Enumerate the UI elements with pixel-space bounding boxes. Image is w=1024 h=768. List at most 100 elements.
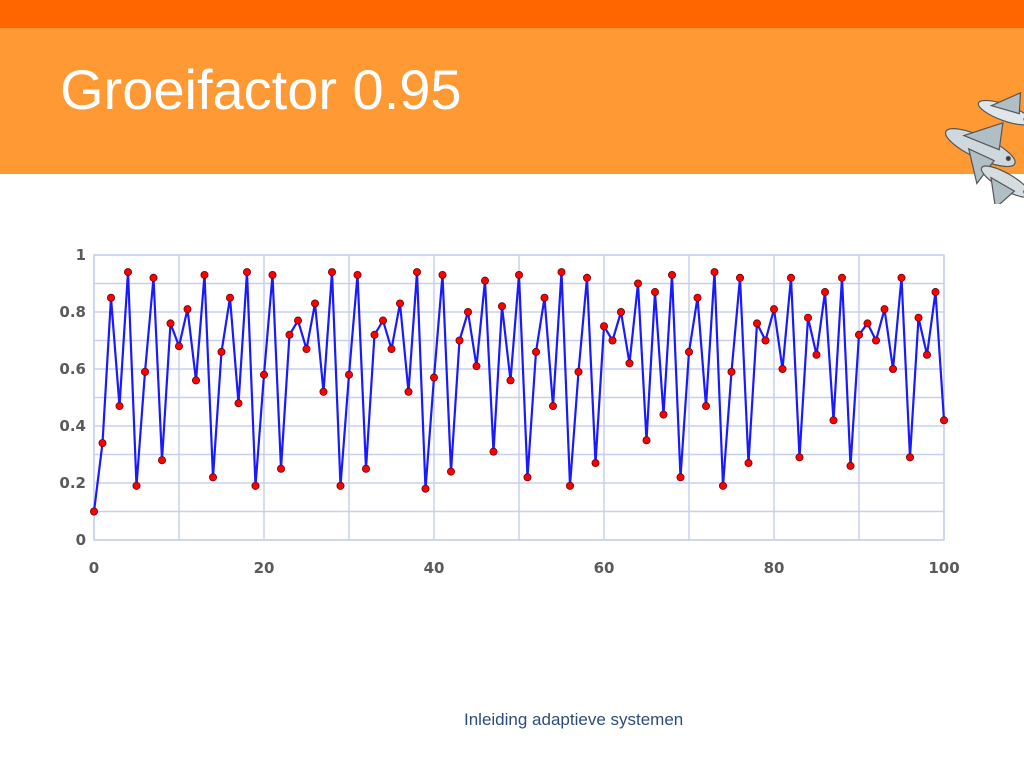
data-point <box>489 447 498 456</box>
data-point <box>302 345 311 354</box>
data-point <box>158 456 167 465</box>
data-point <box>412 268 421 277</box>
data-point <box>523 473 532 482</box>
data-point <box>736 273 745 282</box>
data-point <box>149 273 158 282</box>
data-point <box>795 453 804 462</box>
data-point <box>293 316 302 325</box>
data-point <box>778 364 787 373</box>
data-point <box>472 362 481 371</box>
data-point <box>455 336 464 345</box>
x-tick-label: 60 <box>594 559 615 577</box>
y-tick-label: 0.4 <box>59 417 86 435</box>
data-point <box>319 387 328 396</box>
data-point <box>540 293 549 302</box>
data-point <box>191 376 200 385</box>
data-point <box>574 367 583 376</box>
x-tick-label: 40 <box>424 559 445 577</box>
data-point <box>583 273 592 282</box>
data-point <box>480 276 489 285</box>
data-point <box>395 299 404 308</box>
data-point <box>906 453 915 462</box>
slide-footer: Inleiding adaptieve systemen <box>464 710 684 729</box>
data-point <box>863 319 872 328</box>
y-tick-label: 0.8 <box>59 303 86 321</box>
data-point <box>931 288 940 297</box>
data-point <box>276 464 285 473</box>
data-point <box>310 299 319 308</box>
flying-fish-logo-icon <box>944 91 1024 204</box>
data-point <box>923 350 932 359</box>
data-point <box>685 347 694 356</box>
data-point <box>336 481 345 490</box>
data-point <box>225 293 234 302</box>
data-point <box>889 364 898 373</box>
data-point <box>421 484 430 493</box>
data-point <box>353 270 362 279</box>
y-tick-label: 0.6 <box>59 360 86 378</box>
data-point <box>438 270 447 279</box>
data-point <box>361 464 370 473</box>
data-point <box>124 268 133 277</box>
data-point <box>344 370 353 379</box>
data-point <box>497 302 506 311</box>
data-point <box>940 416 949 425</box>
data-point <box>132 481 141 490</box>
data-point <box>659 410 668 419</box>
data-point <box>634 279 643 288</box>
data-point <box>668 270 677 279</box>
data-point <box>812 350 821 359</box>
data-point <box>268 270 277 279</box>
data-point <box>838 273 847 282</box>
data-point <box>600 322 609 331</box>
data-point <box>617 308 626 317</box>
data-point <box>217 347 226 356</box>
data-point <box>234 399 243 408</box>
data-point <box>166 319 175 328</box>
x-axis-ticks: 0 20 40 60 80 100 <box>89 559 960 577</box>
data-point <box>642 436 651 445</box>
data-point <box>259 370 268 379</box>
header-band <box>0 28 1024 174</box>
data-point <box>548 402 557 411</box>
data-point <box>702 402 711 411</box>
data-point <box>855 330 864 339</box>
x-tick-label: 80 <box>764 559 785 577</box>
data-point <box>557 268 566 277</box>
data-point <box>327 268 336 277</box>
data-point <box>531 347 540 356</box>
data-point <box>446 467 455 476</box>
data-point <box>378 316 387 325</box>
data-point <box>566 481 575 490</box>
data-point <box>251 481 260 490</box>
top-accent-bar <box>0 0 1024 28</box>
data-point <box>880 305 889 314</box>
slide-title: Groeifactor 0.95 <box>60 58 462 121</box>
data-point <box>98 439 107 448</box>
data-point <box>242 268 251 277</box>
data-point <box>897 273 906 282</box>
data-point <box>829 416 838 425</box>
data-point <box>744 459 753 468</box>
y-tick-label: 1 <box>76 246 86 264</box>
data-point <box>761 336 770 345</box>
y-axis-ticks: 0 0.2 0.4 0.6 0.8 1 <box>59 246 86 549</box>
data-point <box>651 288 660 297</box>
data-point <box>821 288 830 297</box>
data-point <box>591 459 600 468</box>
data-point <box>753 319 762 328</box>
data-point <box>710 268 719 277</box>
data-point <box>506 376 515 385</box>
data-point <box>770 305 779 314</box>
line-chart: 0 0.2 0.4 0.6 0.8 1 0 20 40 60 80 100 <box>59 246 960 577</box>
data-point <box>141 367 150 376</box>
data-point <box>787 273 796 282</box>
data-point <box>676 473 685 482</box>
data-point <box>846 461 855 470</box>
data-point <box>183 305 192 314</box>
data-point <box>804 313 813 322</box>
data-point <box>608 336 617 345</box>
data-point <box>914 313 923 322</box>
data-point <box>200 270 209 279</box>
data-point <box>370 330 379 339</box>
